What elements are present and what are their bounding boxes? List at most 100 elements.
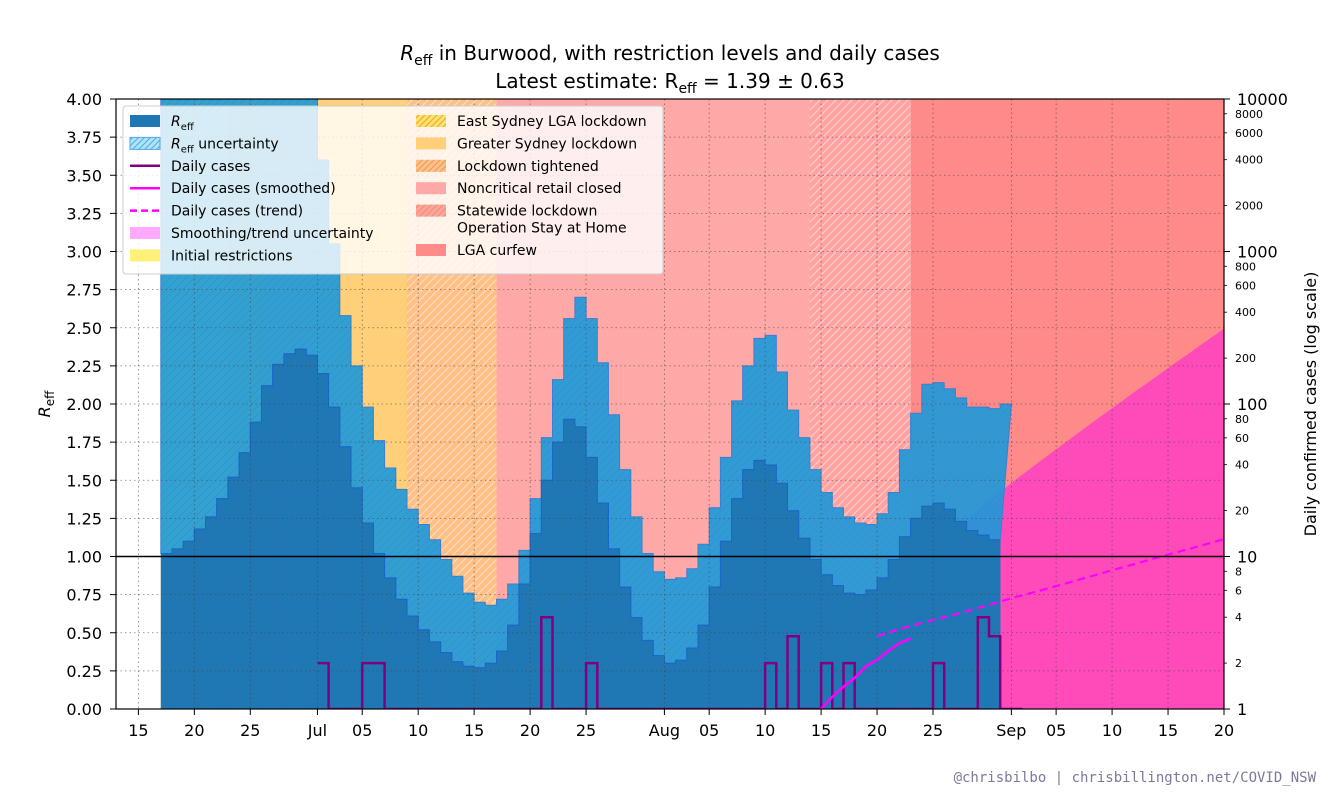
reff-bar xyxy=(955,521,967,709)
x-tick-label: 20 xyxy=(867,721,887,740)
legend-label-3: Daily cases (smoothed) xyxy=(171,181,336,197)
y-right-minor-label: 200 xyxy=(1235,352,1256,365)
reff-bar xyxy=(944,509,956,709)
reff-bar xyxy=(742,469,755,709)
reff-bar xyxy=(474,667,486,709)
reff-bar xyxy=(295,349,307,709)
y-right-major-label: 1000 xyxy=(1237,243,1278,262)
legend-swatch-8 xyxy=(416,137,446,150)
y-right-minor-label: 600 xyxy=(1235,279,1256,292)
legend-swatch-5 xyxy=(130,227,160,239)
legend-label-10: Noncritical retail closed xyxy=(457,181,622,197)
y-tick-label: 0.25 xyxy=(66,662,102,681)
reff-bar xyxy=(642,640,654,709)
reff-bar xyxy=(261,385,273,709)
reff-bar xyxy=(865,590,878,709)
cases-lines xyxy=(317,538,1224,709)
x-tick-label: 15 xyxy=(811,721,831,740)
reff-bar xyxy=(899,536,911,709)
reff-bar xyxy=(709,587,721,709)
reff-bar xyxy=(306,355,318,709)
y-tick-label: 0.00 xyxy=(66,700,102,719)
reff-bar xyxy=(787,510,800,709)
y-tick-label: 2.50 xyxy=(66,319,102,338)
legend-swatch-hatch-7 xyxy=(416,115,446,127)
y-right-minor-label: 80 xyxy=(1235,413,1249,426)
reff-bar xyxy=(821,574,833,709)
reff-bar xyxy=(239,452,251,709)
y-right-minor-label: 4000 xyxy=(1235,154,1263,167)
reff-bar xyxy=(451,661,464,709)
y-tick-label: 2.75 xyxy=(66,281,102,300)
reff-bar xyxy=(888,559,900,709)
x-tick-label: 20 xyxy=(184,721,204,740)
y-right-minor-label: 4 xyxy=(1235,611,1242,624)
legend-label-11: Statewide lockdown xyxy=(457,204,597,220)
chart-title: Reff in Burwood, with restriction levels… xyxy=(400,41,940,69)
x-tick-label: 05 xyxy=(699,721,719,740)
legend-swatch-hatch-1 xyxy=(130,137,160,150)
reff-bar xyxy=(877,577,889,709)
credit-text: @chrisbilbo | chrisbillington.net/COVID_… xyxy=(954,770,1317,786)
y-right-major-label: 100 xyxy=(1237,395,1268,414)
legend-swatch-hatch-9 xyxy=(416,159,446,172)
y-tick-label: 2.00 xyxy=(66,395,102,414)
reff-bar xyxy=(194,529,206,709)
reff-bar xyxy=(910,518,923,709)
reff-bar xyxy=(160,553,173,709)
reff-bar xyxy=(530,533,542,709)
x-tick-label: 15 xyxy=(1158,721,1178,740)
legend-swatch-hatch-11 xyxy=(416,204,446,217)
reff-bar xyxy=(485,663,497,709)
x-tick-label: 25 xyxy=(923,721,943,740)
y-tick-label: 0.75 xyxy=(66,586,102,605)
reff-bar xyxy=(630,617,643,709)
reff-bar xyxy=(507,625,520,709)
reff-bar xyxy=(854,594,867,709)
legend-label-4: Daily cases (trend) xyxy=(171,204,303,220)
x-tick-label: 25 xyxy=(576,721,596,740)
reff-bar xyxy=(406,615,419,709)
reff-bar xyxy=(776,483,788,709)
x-tick-label: 05 xyxy=(1046,721,1066,740)
reff-bar xyxy=(339,446,352,709)
y-tick-label: 3.50 xyxy=(66,166,102,185)
reff-bar xyxy=(518,583,531,709)
y-tick-label: 1.25 xyxy=(66,509,102,528)
reff-bar xyxy=(843,593,855,709)
legend-label-0: Reff xyxy=(171,114,195,133)
y-right-minor-label: 6 xyxy=(1235,584,1242,597)
y-right-major-label: 10000 xyxy=(1237,90,1288,109)
x-tick-label: 25 xyxy=(240,721,260,740)
y-axis-label-left: Reff xyxy=(35,390,57,418)
reff-bar xyxy=(272,364,285,709)
y-right-minor-label: 60 xyxy=(1235,432,1249,445)
legend: Reff Reff uncertainty Daily cases Daily cas… xyxy=(122,105,664,275)
legend-swatch-12 xyxy=(416,244,446,256)
reff-bar xyxy=(362,522,374,709)
y-right-major-label: 10 xyxy=(1237,548,1257,567)
y-tick-label: 4.00 xyxy=(66,90,102,109)
reff-bar xyxy=(384,577,397,709)
reff-bar xyxy=(977,535,990,709)
reff-bar xyxy=(429,641,441,709)
y-tick-label: 0.50 xyxy=(66,624,102,643)
reff-bar xyxy=(171,548,184,709)
reff-bar xyxy=(608,548,620,709)
reff-bar xyxy=(496,651,509,709)
x-tick-label: 15 xyxy=(464,721,484,740)
y-right-minor-label: 20 xyxy=(1235,505,1249,518)
y-right-minor-label: 2000 xyxy=(1235,200,1263,213)
y-right-minor-label: 2 xyxy=(1235,657,1242,670)
reff-bar xyxy=(675,660,688,709)
reff-bar xyxy=(395,599,408,709)
x-axis: 15 20 25 Jul 05 10 15 20 25 Aug 05 10 15 20 25 Sep 05 10 1… xyxy=(128,709,1234,740)
reff-bar xyxy=(418,629,430,709)
reff-bar xyxy=(988,539,1001,709)
reff-bar xyxy=(574,426,587,709)
y-right-minor-label: 8000 xyxy=(1235,108,1263,121)
y-tick-label: 1.50 xyxy=(66,471,102,490)
reff-bar xyxy=(317,373,329,709)
reff-bar xyxy=(250,422,262,709)
